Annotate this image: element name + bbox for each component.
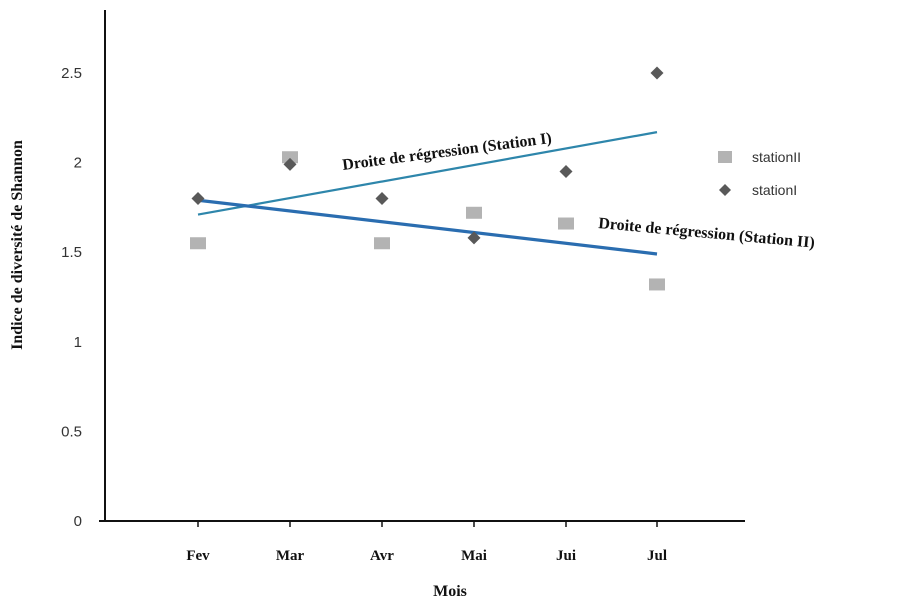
trendline-label-stationI: Droite de régression (Station I) <box>341 130 552 174</box>
point-stationII <box>466 206 482 219</box>
x-tick-label: Mai <box>461 548 487 564</box>
data-points <box>190 66 665 291</box>
legend: stationII stationI <box>718 149 801 198</box>
trendline-stationI <box>197 131 658 216</box>
y-tick-label: 1 <box>74 334 82 351</box>
point-stationII <box>190 237 206 250</box>
axes <box>99 10 745 522</box>
trendline-stationII <box>197 198 658 256</box>
point-stationI <box>283 157 297 171</box>
y-tick-label: 0.5 <box>61 423 82 440</box>
y-tick-labels: 0 0.5 1 1.5 2 2.5 <box>61 65 82 530</box>
legend-label-stationII: stationII <box>752 149 801 165</box>
point-stationII <box>649 278 665 291</box>
legend-marker-stationII <box>718 151 732 163</box>
trendline-label-stationII: Droite de régression (Station II) <box>598 215 816 252</box>
x-axis-title: Mois <box>433 583 467 600</box>
y-tick-label: 2.5 <box>61 65 82 82</box>
point-stationII <box>558 217 574 230</box>
legend-marker-stationI <box>719 184 731 196</box>
y-tick-label: 2 <box>74 155 82 172</box>
point-stationI <box>191 191 205 205</box>
point-stationII <box>282 151 298 164</box>
y-tick-label: 1.5 <box>61 244 82 261</box>
x-tick-label: Fev <box>186 548 210 564</box>
y-tick-label: 0 <box>74 513 82 530</box>
x-tick-label: Avr <box>370 548 394 564</box>
x-tick-label: Jui <box>556 548 576 564</box>
point-stationI <box>559 165 573 179</box>
x-tick-labels: Fev Mar Avr Mai Jui Jul <box>186 521 667 564</box>
legend-label-stationI: stationI <box>752 182 797 198</box>
point-stationI <box>467 231 481 245</box>
point-stationI <box>650 66 664 80</box>
x-tick-label: Mar <box>276 548 305 564</box>
point-stationII <box>374 237 390 250</box>
x-tick-label: Jul <box>647 548 667 564</box>
point-stationI <box>375 191 389 205</box>
y-axis-title: Indice de diversité de Shannon <box>9 140 26 350</box>
